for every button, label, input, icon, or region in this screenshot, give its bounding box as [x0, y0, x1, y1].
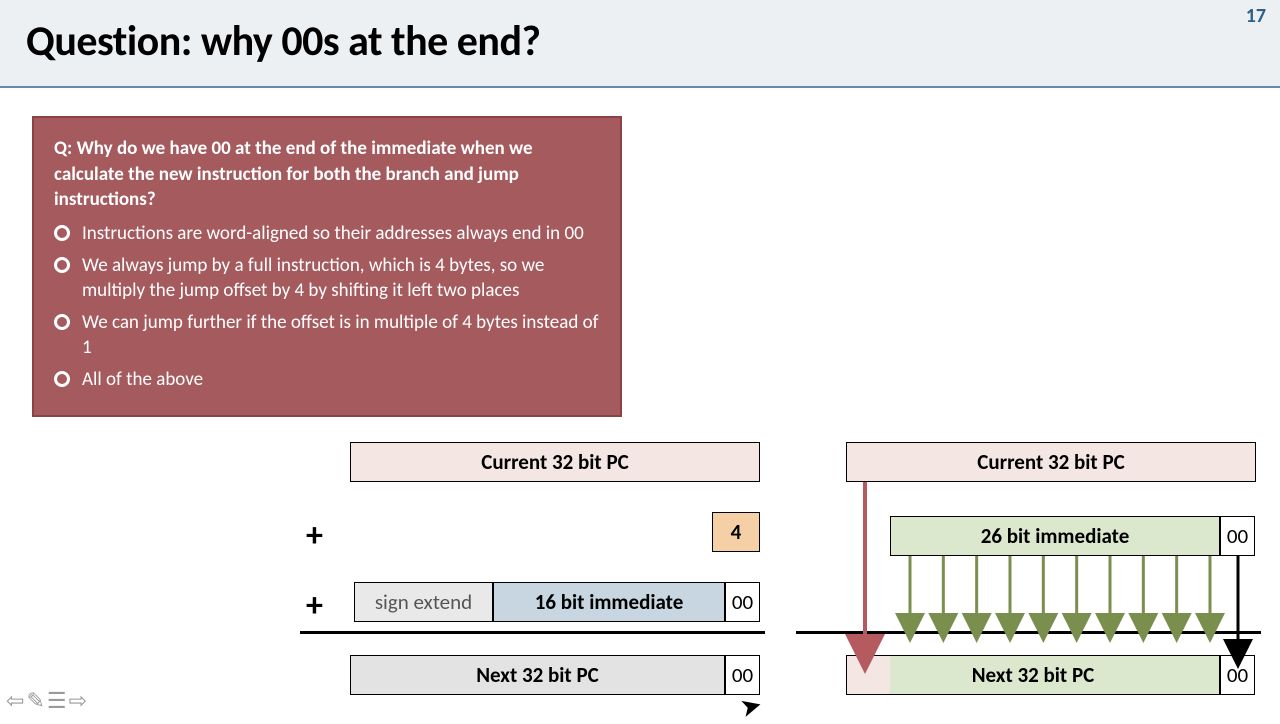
menu-icon[interactable]: ☰	[47, 687, 67, 714]
pen-icon[interactable]: ✎	[26, 687, 44, 714]
arrows-svg	[0, 0, 1280, 720]
nav-toolbar: ⇦ ✎ ☰ ⇨	[6, 687, 87, 714]
next-icon[interactable]: ⇨	[69, 687, 87, 714]
prev-icon[interactable]: ⇦	[6, 687, 24, 714]
